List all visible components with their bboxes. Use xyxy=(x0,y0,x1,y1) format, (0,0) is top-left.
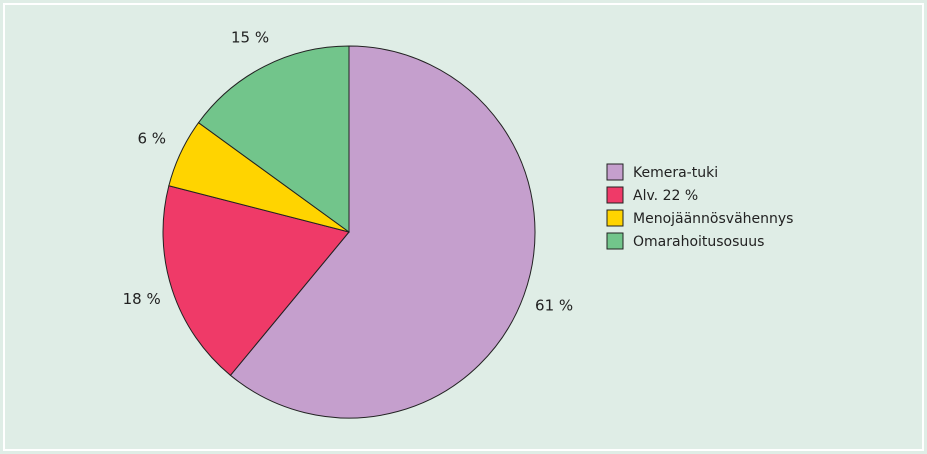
legend-swatch xyxy=(606,209,624,227)
legend-label: Alv. 22 % xyxy=(633,188,698,204)
slice-label: 15 % xyxy=(231,28,269,46)
legend-label: Omarahoitusosuus xyxy=(633,234,764,250)
slice-label: 18 % xyxy=(123,290,161,308)
slice-label: 6 % xyxy=(137,130,166,148)
legend-label: Kemera-tuki xyxy=(633,165,718,181)
pie-slice xyxy=(162,185,350,377)
legend-swatch xyxy=(606,163,624,181)
legend-swatch xyxy=(606,186,624,204)
slice-label: 61 % xyxy=(535,296,573,314)
legend-swatch xyxy=(606,232,624,250)
pie-slice xyxy=(197,45,350,233)
frame xyxy=(3,3,924,451)
legend-label: Menojäännösvähennys xyxy=(633,211,793,227)
pie-slice xyxy=(229,45,536,419)
